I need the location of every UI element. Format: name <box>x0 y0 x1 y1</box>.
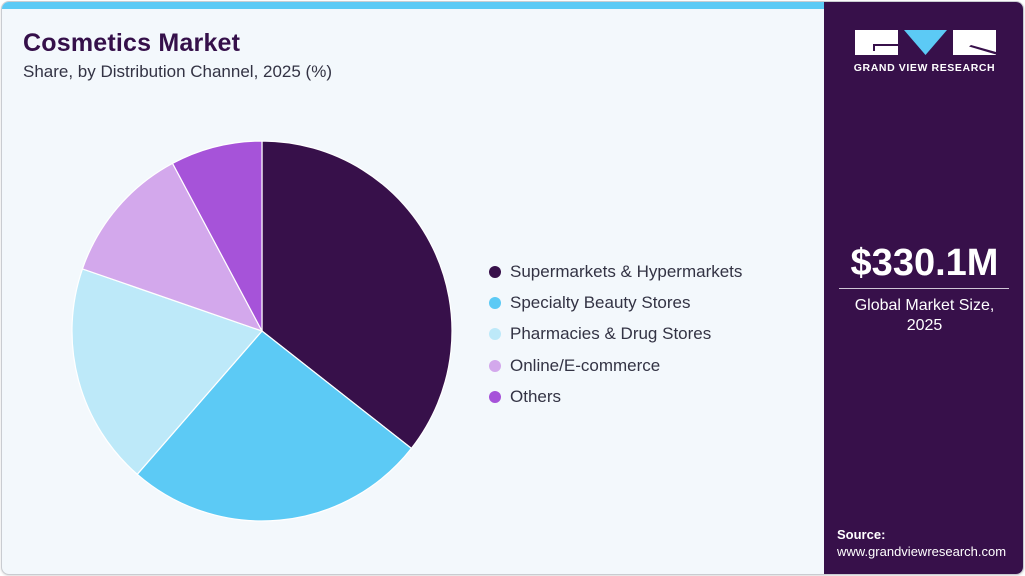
legend-dot-icon <box>489 296 501 309</box>
legend-dot-icon <box>489 359 501 372</box>
pie-slice <box>261 140 453 450</box>
legend-item: Specialty Beauty Stores <box>489 287 742 318</box>
chart-title: Cosmetics Market <box>23 29 241 57</box>
divider <box>839 288 1009 289</box>
legend-label: Online/E-commerce <box>510 355 661 375</box>
legend-dot-icon <box>489 265 501 278</box>
legend-dot-icon <box>489 390 501 403</box>
legend-dot-icon <box>489 328 501 341</box>
legend-item: Pharmacies & Drug Stores <box>489 319 742 350</box>
pie-slice <box>171 140 263 332</box>
market-size-label-line1: Global Market Size, <box>854 297 995 314</box>
pie-slice <box>136 330 413 522</box>
side-panel: GRAND VIEW RESEARCH $330.1M Global Marke… <box>824 2 1023 574</box>
logo-text: GRAND VIEW RESEARCH <box>853 62 996 74</box>
market-size-label: Global Market Size, 2025 <box>824 296 1023 336</box>
pie-slice <box>81 162 264 333</box>
pie-chart <box>71 140 453 522</box>
pie-slice <box>71 268 264 476</box>
legend-label: Pharmacies & Drug Stores <box>510 324 712 344</box>
chart-legend: Supermarkets & Hypermarkets Specialty Bea… <box>489 256 742 412</box>
source-label: Source: <box>837 527 886 542</box>
source-link[interactable]: www.grandviewresearch.com <box>837 544 1007 559</box>
legend-item: Online/E-commerce <box>489 350 742 381</box>
legend-item: Others <box>489 381 742 412</box>
legend-label: Others <box>510 386 562 406</box>
chart-subtitle: Share, by Distribution Channel, 2025 (%) <box>23 62 332 81</box>
legend-label: Specialty Beauty Stores <box>510 292 691 312</box>
accent-bar <box>2 2 824 9</box>
market-size-label-line2: 2025 <box>906 317 943 334</box>
market-size-value: $330.1M <box>850 242 999 284</box>
grand-view-research-logo-icon <box>855 30 996 55</box>
legend-label: Supermarkets & Hypermarkets <box>510 261 743 281</box>
legend-item: Supermarkets & Hypermarkets <box>489 256 742 287</box>
